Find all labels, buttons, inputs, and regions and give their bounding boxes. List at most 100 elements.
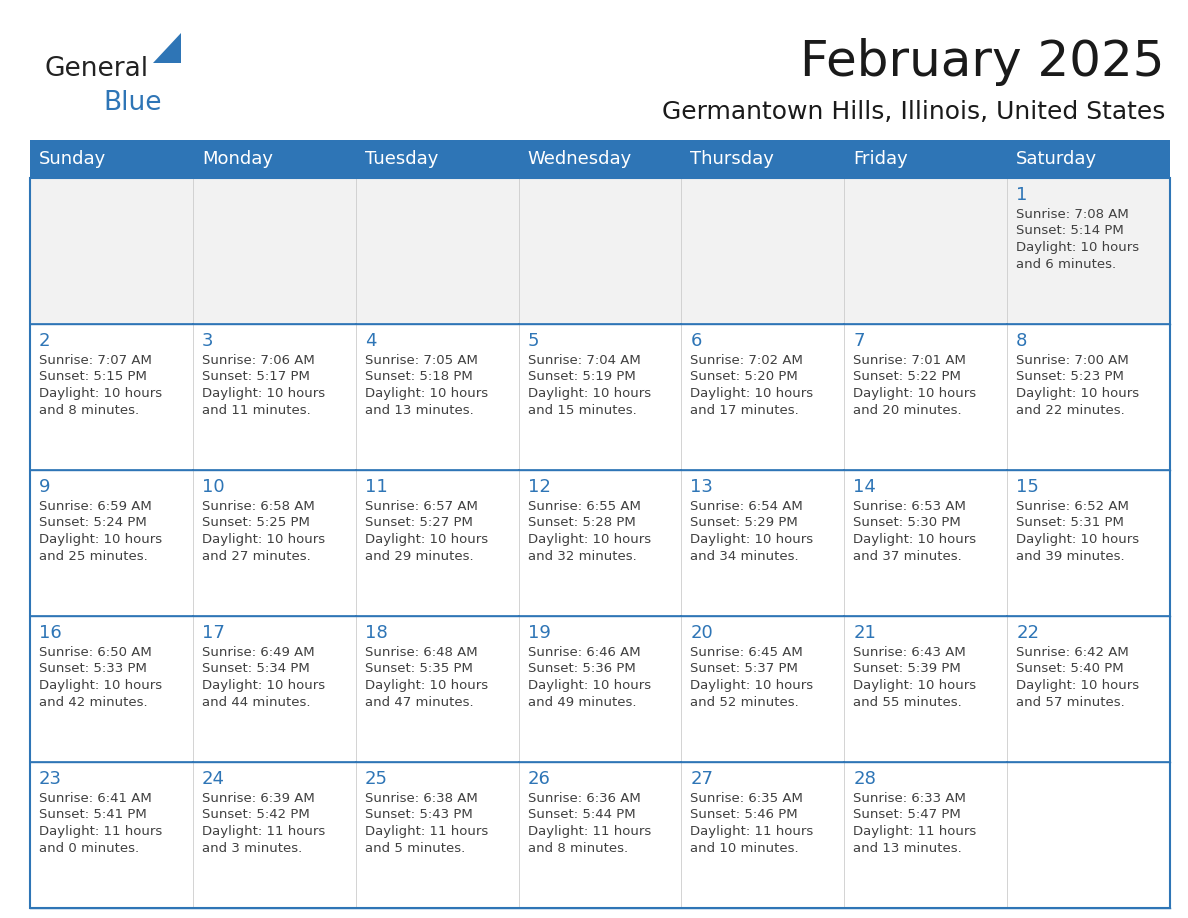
Bar xyxy=(845,762,1007,908)
Bar xyxy=(30,470,192,616)
Text: Sunset: 5:22 PM: Sunset: 5:22 PM xyxy=(853,371,961,384)
Text: Sunrise: 6:57 AM: Sunrise: 6:57 AM xyxy=(365,500,478,513)
Text: and 55 minutes.: and 55 minutes. xyxy=(853,696,962,709)
Text: and 8 minutes.: and 8 minutes. xyxy=(527,842,627,855)
Text: 1: 1 xyxy=(1016,186,1028,204)
Text: Daylight: 11 hours: Daylight: 11 hours xyxy=(365,825,488,838)
Text: Daylight: 10 hours: Daylight: 10 hours xyxy=(853,533,977,546)
Bar xyxy=(519,616,682,762)
Text: Sunrise: 7:06 AM: Sunrise: 7:06 AM xyxy=(202,354,315,367)
Text: Sunset: 5:18 PM: Sunset: 5:18 PM xyxy=(365,371,473,384)
Text: 19: 19 xyxy=(527,624,550,642)
Text: Sunrise: 6:41 AM: Sunrise: 6:41 AM xyxy=(39,792,152,805)
Text: Sunset: 5:31 PM: Sunset: 5:31 PM xyxy=(1016,517,1124,530)
Bar xyxy=(519,178,682,324)
Text: Sunrise: 6:59 AM: Sunrise: 6:59 AM xyxy=(39,500,152,513)
Text: Sunset: 5:23 PM: Sunset: 5:23 PM xyxy=(1016,371,1124,384)
Text: February 2025: February 2025 xyxy=(801,38,1165,86)
Text: Sunset: 5:14 PM: Sunset: 5:14 PM xyxy=(1016,225,1124,238)
Text: Daylight: 10 hours: Daylight: 10 hours xyxy=(1016,533,1139,546)
Text: 14: 14 xyxy=(853,478,877,496)
Text: Daylight: 10 hours: Daylight: 10 hours xyxy=(39,679,162,692)
Text: Germantown Hills, Illinois, United States: Germantown Hills, Illinois, United State… xyxy=(662,100,1165,124)
Text: Monday: Monday xyxy=(202,150,273,168)
Text: and 15 minutes.: and 15 minutes. xyxy=(527,404,637,417)
Bar xyxy=(30,616,192,762)
Text: Sunrise: 7:04 AM: Sunrise: 7:04 AM xyxy=(527,354,640,367)
Text: Sunrise: 6:38 AM: Sunrise: 6:38 AM xyxy=(365,792,478,805)
Text: Sunrise: 6:45 AM: Sunrise: 6:45 AM xyxy=(690,646,803,659)
Text: Sunset: 5:25 PM: Sunset: 5:25 PM xyxy=(202,517,310,530)
Text: and 13 minutes.: and 13 minutes. xyxy=(853,842,962,855)
Text: Sunset: 5:43 PM: Sunset: 5:43 PM xyxy=(365,809,473,822)
Text: Sunrise: 6:52 AM: Sunrise: 6:52 AM xyxy=(1016,500,1129,513)
Text: Sunset: 5:28 PM: Sunset: 5:28 PM xyxy=(527,517,636,530)
Text: Sunset: 5:36 PM: Sunset: 5:36 PM xyxy=(527,663,636,676)
Text: Daylight: 10 hours: Daylight: 10 hours xyxy=(202,387,326,400)
Text: Sunrise: 6:49 AM: Sunrise: 6:49 AM xyxy=(202,646,315,659)
Text: and 0 minutes.: and 0 minutes. xyxy=(39,842,139,855)
Text: Sunset: 5:41 PM: Sunset: 5:41 PM xyxy=(39,809,147,822)
Text: Sunrise: 7:02 AM: Sunrise: 7:02 AM xyxy=(690,354,803,367)
Text: 23: 23 xyxy=(39,770,62,788)
Text: Sunrise: 6:36 AM: Sunrise: 6:36 AM xyxy=(527,792,640,805)
Text: Daylight: 11 hours: Daylight: 11 hours xyxy=(690,825,814,838)
Bar xyxy=(845,470,1007,616)
Bar xyxy=(1007,616,1170,762)
Text: and 5 minutes.: and 5 minutes. xyxy=(365,842,465,855)
Text: Daylight: 10 hours: Daylight: 10 hours xyxy=(365,387,488,400)
Bar xyxy=(519,762,682,908)
Text: Sunset: 5:42 PM: Sunset: 5:42 PM xyxy=(202,809,310,822)
Text: Sunset: 5:46 PM: Sunset: 5:46 PM xyxy=(690,809,798,822)
Text: 28: 28 xyxy=(853,770,877,788)
Text: Daylight: 10 hours: Daylight: 10 hours xyxy=(1016,241,1139,254)
Text: and 22 minutes.: and 22 minutes. xyxy=(1016,404,1125,417)
Text: 3: 3 xyxy=(202,332,214,350)
Text: 8: 8 xyxy=(1016,332,1028,350)
Text: Daylight: 10 hours: Daylight: 10 hours xyxy=(527,533,651,546)
Text: 5: 5 xyxy=(527,332,539,350)
Text: General: General xyxy=(45,56,150,82)
Text: Sunrise: 6:46 AM: Sunrise: 6:46 AM xyxy=(527,646,640,659)
Bar xyxy=(30,140,1170,178)
Text: 4: 4 xyxy=(365,332,377,350)
Text: Daylight: 10 hours: Daylight: 10 hours xyxy=(365,533,488,546)
Text: Sunrise: 6:53 AM: Sunrise: 6:53 AM xyxy=(853,500,966,513)
Text: Wednesday: Wednesday xyxy=(527,150,632,168)
Text: Sunset: 5:44 PM: Sunset: 5:44 PM xyxy=(527,809,636,822)
Bar xyxy=(192,178,355,324)
Text: Sunrise: 7:08 AM: Sunrise: 7:08 AM xyxy=(1016,208,1129,221)
Text: and 25 minutes.: and 25 minutes. xyxy=(39,550,147,563)
Bar xyxy=(1007,762,1170,908)
Text: 27: 27 xyxy=(690,770,714,788)
Bar xyxy=(519,470,682,616)
Text: and 11 minutes.: and 11 minutes. xyxy=(202,404,310,417)
Text: Sunset: 5:17 PM: Sunset: 5:17 PM xyxy=(202,371,310,384)
Bar xyxy=(355,470,519,616)
Text: 11: 11 xyxy=(365,478,387,496)
Text: Sunrise: 7:07 AM: Sunrise: 7:07 AM xyxy=(39,354,152,367)
Text: Sunset: 5:34 PM: Sunset: 5:34 PM xyxy=(202,663,310,676)
Bar xyxy=(30,178,192,324)
Text: 13: 13 xyxy=(690,478,713,496)
Bar xyxy=(1007,178,1170,324)
Bar xyxy=(192,762,355,908)
Text: and 6 minutes.: and 6 minutes. xyxy=(1016,258,1117,271)
Text: Sunset: 5:19 PM: Sunset: 5:19 PM xyxy=(527,371,636,384)
Text: Sunset: 5:33 PM: Sunset: 5:33 PM xyxy=(39,663,147,676)
Bar xyxy=(845,324,1007,470)
Text: and 34 minutes.: and 34 minutes. xyxy=(690,550,800,563)
Text: Daylight: 10 hours: Daylight: 10 hours xyxy=(853,679,977,692)
Text: Sunset: 5:40 PM: Sunset: 5:40 PM xyxy=(1016,663,1124,676)
Text: Sunrise: 7:05 AM: Sunrise: 7:05 AM xyxy=(365,354,478,367)
Text: and 49 minutes.: and 49 minutes. xyxy=(527,696,636,709)
Text: and 10 minutes.: and 10 minutes. xyxy=(690,842,800,855)
Text: and 29 minutes.: and 29 minutes. xyxy=(365,550,473,563)
Text: Sunrise: 7:00 AM: Sunrise: 7:00 AM xyxy=(1016,354,1129,367)
Text: Thursday: Thursday xyxy=(690,150,775,168)
Bar xyxy=(30,178,1170,908)
Text: Sunrise: 6:48 AM: Sunrise: 6:48 AM xyxy=(365,646,478,659)
Text: and 42 minutes.: and 42 minutes. xyxy=(39,696,147,709)
Bar xyxy=(192,470,355,616)
Text: and 37 minutes.: and 37 minutes. xyxy=(853,550,962,563)
